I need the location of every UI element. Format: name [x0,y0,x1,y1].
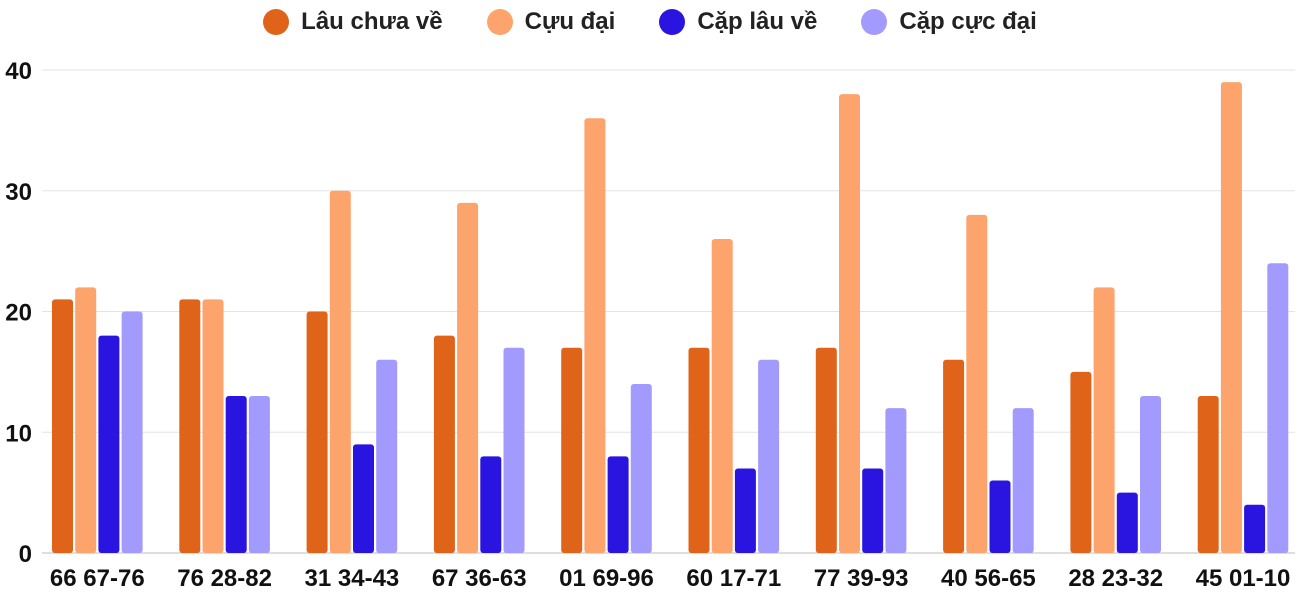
bar [52,299,73,553]
bar [457,202,479,553]
bar [584,118,606,554]
x-tick-label: 77 39-93 [814,565,909,592]
legend-swatch-icon [861,9,888,35]
bar [480,456,502,553]
bar [966,214,988,553]
bar [179,299,201,553]
bar [1116,492,1138,553]
bar [75,287,97,553]
bar [885,408,907,553]
bar [815,347,837,553]
legend-label: Lâu chưa về [301,8,443,35]
y-tick-label: 30 [5,179,32,206]
bar [202,299,224,553]
legend-item-cap-lau-ve: Cặp lâu về [659,8,817,36]
x-tick-label: 28 23-32 [1068,565,1163,592]
bar [734,468,756,553]
bar [1012,408,1034,553]
bar [503,347,525,553]
bar [248,396,270,553]
x-tick-label: 01 69-96 [559,565,654,592]
bar [862,468,884,553]
legend: Lâu chưa về Cựu đại Cặp lâu về Cặp cực đ… [0,2,1300,42]
bar [353,444,374,553]
legend-label: Cặp cực đại [899,8,1037,35]
y-tick-label: 20 [5,300,32,327]
bar [1197,396,1219,553]
bar [561,347,583,553]
bar [630,383,652,553]
legend-label: Cặp lâu về [697,8,818,35]
bar [1140,396,1161,553]
legend-item-cuu-dai: Cựu đại [486,8,616,36]
bar [943,359,965,553]
x-tick-label: 40 56-65 [941,565,1036,592]
legend-swatch-icon [263,9,290,35]
x-tick-label: 45 01-10 [1196,565,1291,592]
y-tick-label: 0 [19,541,32,568]
bar [225,396,247,553]
bar [839,94,860,554]
x-tick-label: 76 28-82 [177,565,272,592]
legend-swatch-icon [659,9,686,35]
x-tick-label: 67 36-63 [432,565,527,592]
bar [1070,371,1092,553]
bar [688,347,710,553]
legend-label: Cựu đại [524,8,616,35]
y-tick-label: 40 [5,58,32,85]
bar [121,311,143,553]
bar [1267,263,1289,553]
bar [376,359,398,553]
bar [98,335,120,553]
x-tick-label: 60 17-71 [686,565,781,592]
legend-item-cap-cuc-dai: Cặp cực đại [861,8,1037,36]
bar [1220,82,1242,553]
bar [711,239,733,554]
bar [607,456,629,553]
legend-item-lau-chua-ve: Lâu chưa về [263,8,443,36]
bar [989,480,1011,553]
x-tick-label: 31 34-43 [305,565,400,592]
bar [433,335,455,553]
y-tick-label: 10 [5,420,32,447]
x-tick-label: 66 67-76 [50,565,145,592]
bar [306,311,328,553]
bar [1093,287,1115,553]
bar [1244,504,1266,553]
bar [329,190,351,553]
bar [758,359,780,553]
legend-swatch-icon [486,9,513,35]
